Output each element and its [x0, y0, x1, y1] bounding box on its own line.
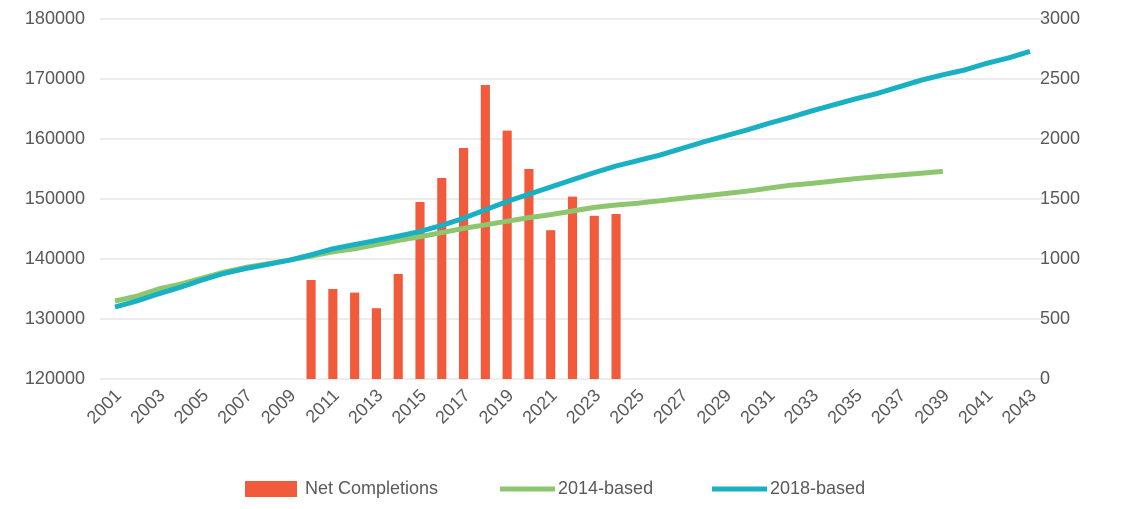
bar [480, 85, 490, 379]
bar [546, 230, 556, 379]
y2-tick-label: 3000 [1040, 8, 1080, 28]
x-tick-label: 2041 [954, 385, 996, 427]
x-tick-label: 2011 [302, 385, 344, 427]
y-tick-label: 170000 [25, 68, 85, 88]
x-tick-label: 2019 [475, 385, 517, 427]
x-tick-label: 2025 [606, 385, 648, 427]
bar [458, 148, 469, 379]
x-tick-label: 2001 [83, 385, 125, 427]
y-tick-label: 180000 [25, 8, 85, 28]
x-tick-label: 2029 [693, 385, 735, 427]
bar [589, 215, 599, 379]
legend-swatch [245, 481, 297, 497]
x-tick-label: 2021 [518, 385, 560, 427]
y2-tick-label: 0 [1040, 368, 1050, 388]
x-tick-label: 2015 [388, 385, 430, 427]
bar [415, 202, 425, 379]
x-tick-label: 2007 [213, 385, 255, 427]
legend-label: Net Completions [305, 478, 438, 498]
y-tick-label: 140000 [25, 248, 85, 268]
bar [306, 280, 316, 379]
y2-tick-label: 2500 [1040, 68, 1080, 88]
x-tick-label: 2009 [257, 385, 299, 427]
x-tick-label: 2043 [998, 385, 1040, 427]
bar [611, 214, 621, 379]
bar [371, 308, 382, 379]
y2-tick-label: 1500 [1040, 188, 1080, 208]
legend-label: 2014-based [558, 478, 653, 498]
y-tick-label: 120000 [25, 368, 85, 388]
bar [567, 196, 578, 379]
legend-label: 2018-based [770, 478, 865, 498]
x-tick-label: 2023 [562, 385, 604, 427]
y-tick-label: 130000 [25, 308, 85, 328]
x-tick-label: 2027 [649, 385, 691, 427]
bar [393, 274, 403, 379]
x-tick-label: 2039 [911, 385, 953, 427]
x-tick-label: 2013 [344, 385, 386, 427]
bar [502, 130, 512, 379]
bar [328, 289, 338, 379]
x-tick-label: 2031 [736, 385, 778, 427]
y2-tick-label: 1000 [1040, 248, 1080, 268]
line-series [114, 49, 1031, 310]
y-tick-label: 160000 [25, 128, 85, 148]
bar [350, 292, 360, 379]
bar [437, 178, 447, 379]
x-tick-label: 2035 [823, 385, 865, 427]
x-tick-label: 2033 [780, 385, 822, 427]
x-tick-label: 2003 [126, 385, 168, 427]
x-tick-label: 2005 [170, 385, 212, 427]
y2-tick-label: 2000 [1040, 128, 1080, 148]
x-tick-label: 2037 [867, 385, 909, 427]
bar [524, 169, 534, 379]
y2-tick-label: 500 [1040, 308, 1070, 328]
x-tick-label: 2017 [431, 385, 473, 427]
y-tick-label: 150000 [25, 188, 85, 208]
